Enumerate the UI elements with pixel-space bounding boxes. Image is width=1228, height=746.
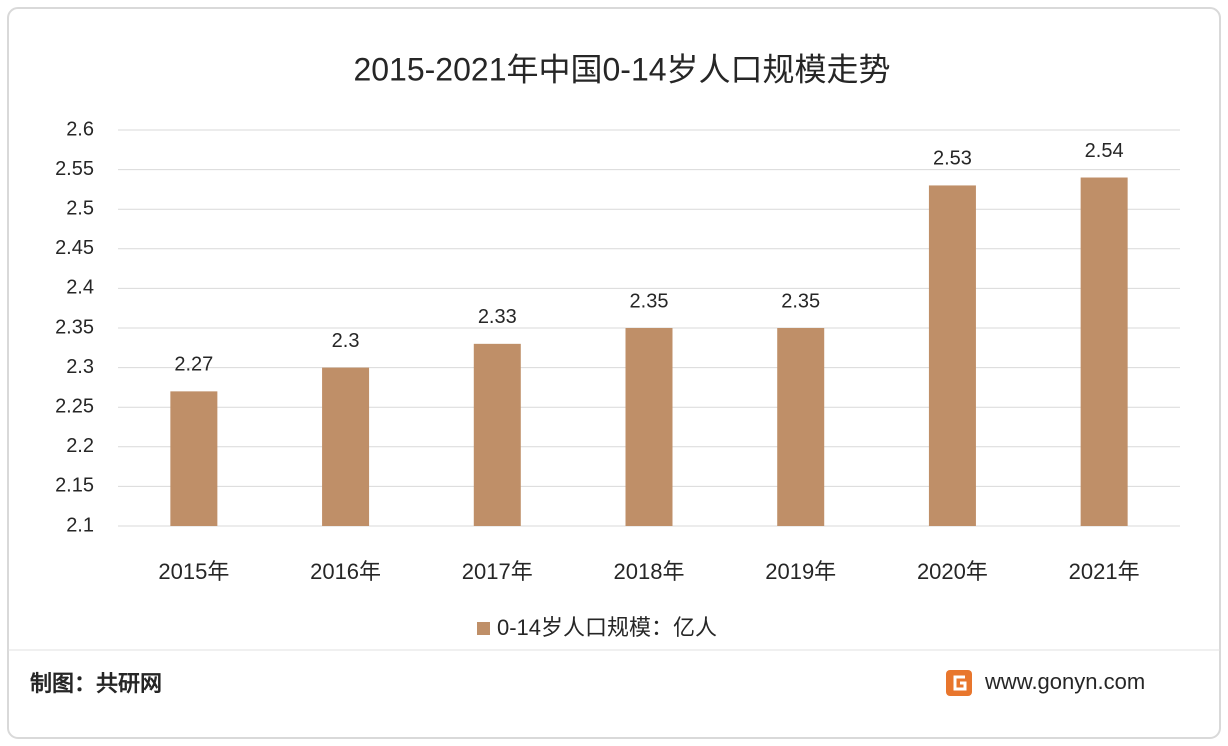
data-label: 2.27 <box>174 354 213 376</box>
x-tick-label: 2016年 <box>310 559 381 584</box>
y-tick-label: 2.5 <box>66 197 94 219</box>
logo <box>946 670 972 696</box>
bar <box>777 328 825 526</box>
y-tick-label: 2.25 <box>55 395 94 417</box>
bar <box>170 391 218 526</box>
y-tick-label: 2.1 <box>66 514 94 536</box>
data-label: 2.3 <box>332 330 360 352</box>
x-tick-label: 2015年 <box>158 559 229 584</box>
y-tick-label: 2.55 <box>55 158 94 180</box>
bar <box>625 328 673 526</box>
x-tick-label: 2019年 <box>765 559 836 584</box>
y-tick-label: 2.15 <box>55 475 94 497</box>
bar <box>928 185 976 526</box>
x-tick-label: 2020年 <box>917 559 988 584</box>
data-label: 2.53 <box>933 148 972 170</box>
y-tick-label: 2.3 <box>66 356 94 378</box>
y-tick-label: 2.6 <box>66 118 94 140</box>
y-tick-label: 2.45 <box>55 237 94 259</box>
data-label: 2.54 <box>1085 140 1124 162</box>
y-tick-label: 2.2 <box>66 435 94 457</box>
frame <box>7 7 1221 739</box>
legend-label: 0-14岁人口规模：亿人 <box>497 615 717 640</box>
credit: 制图：共研网 <box>30 671 162 696</box>
bar <box>1080 177 1128 526</box>
bar <box>473 343 521 526</box>
x-tick-label: 2021年 <box>1069 559 1140 584</box>
y-tick-label: 2.35 <box>55 316 94 338</box>
x-tick-label: 2017年 <box>462 559 533 584</box>
data-label: 2.35 <box>781 290 820 312</box>
x-tick-label: 2018年 <box>614 559 685 584</box>
chart-title: 2015-2021年中国0-14岁人口规模走势 <box>353 51 890 87</box>
data-label: 2.35 <box>630 290 669 312</box>
legend-swatch <box>477 622 490 635</box>
website: www.gonyn.com <box>984 669 1145 694</box>
y-tick-label: 2.4 <box>66 277 94 299</box>
bar <box>322 367 370 526</box>
data-label: 2.33 <box>478 306 517 328</box>
